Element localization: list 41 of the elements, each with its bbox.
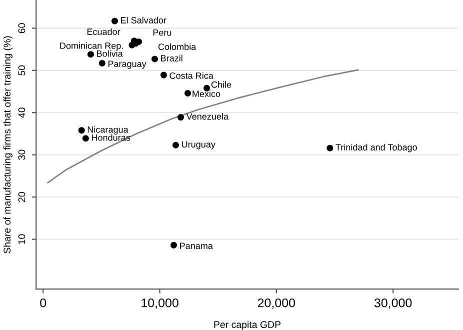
annotation: Brazil bbox=[161, 54, 182, 62]
y-tick-label: 10 bbox=[18, 234, 26, 244]
x-tick-label: 10,000 bbox=[142, 298, 178, 309]
x-tick-label: 30,000 bbox=[374, 298, 412, 309]
annotation: Nicaragua bbox=[88, 126, 128, 135]
point bbox=[87, 51, 94, 58]
annotation: Venezuela bbox=[186, 113, 228, 120]
y-tick-label: 50 bbox=[18, 65, 26, 76]
x-tick-label: 20,000 bbox=[258, 298, 296, 309]
point bbox=[170, 242, 178, 248]
point bbox=[184, 90, 192, 96]
point bbox=[98, 60, 106, 66]
y-tick-label: 30 bbox=[18, 150, 26, 160]
annotation: Mexico bbox=[192, 90, 220, 98]
annotation: Paraguay bbox=[108, 60, 146, 69]
annotation: Bolivia bbox=[97, 50, 123, 57]
annotation: Honduras bbox=[92, 134, 130, 141]
point bbox=[177, 114, 184, 121]
annotation: El Salvador bbox=[121, 16, 166, 24]
x-tick-label: 0 bbox=[40, 298, 46, 308]
annotation: Costa Rica bbox=[170, 72, 214, 79]
point bbox=[82, 135, 89, 142]
annotation: Panama bbox=[180, 242, 213, 249]
point bbox=[111, 18, 118, 24]
point bbox=[172, 142, 179, 148]
annotation: Colombia bbox=[158, 43, 196, 50]
y-tick-label: 20 bbox=[18, 192, 26, 202]
annotation: Ecuador bbox=[87, 28, 120, 35]
annotation: Uruguay bbox=[182, 141, 216, 150]
point bbox=[326, 144, 334, 152]
annotation: Chile bbox=[211, 81, 232, 88]
annotation: Trinidad and Tobago bbox=[336, 144, 417, 152]
point bbox=[78, 127, 85, 134]
y-tick-label: 60 bbox=[18, 23, 26, 34]
y-tick-label: 40 bbox=[18, 108, 26, 118]
point bbox=[151, 56, 158, 62]
x-axis-title: Per capita GDP bbox=[214, 320, 280, 330]
annotation: Peru bbox=[153, 29, 172, 36]
annotation: Dominican Rep. bbox=[60, 42, 123, 51]
point bbox=[160, 72, 167, 78]
y-axis-title: Share of manufacturing firms that offer training (%) bbox=[3, 36, 12, 254]
